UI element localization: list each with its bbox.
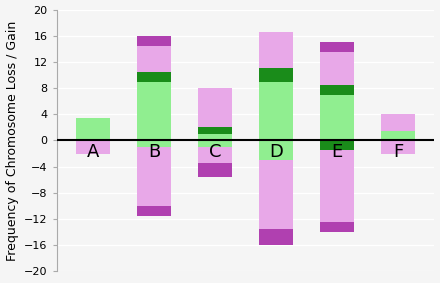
Bar [259,140,293,160]
Bar [77,140,110,154]
Bar [198,147,232,163]
Text: E: E [331,143,343,161]
Bar [320,150,354,222]
Bar [320,140,354,150]
Text: C: C [209,143,221,161]
Bar [259,68,293,82]
Bar [137,46,171,72]
Bar [320,42,354,52]
Bar [137,82,171,140]
Bar [320,52,354,85]
Bar [137,36,171,46]
Text: B: B [148,143,160,161]
Bar [137,140,171,147]
Bar [381,131,414,140]
Bar [320,222,354,232]
Bar [198,127,232,134]
Text: A: A [87,143,99,161]
Bar [259,229,293,245]
Bar [198,140,232,147]
Bar [381,114,414,131]
Bar [259,33,293,68]
Bar [77,117,110,140]
Bar [259,82,293,140]
Bar [198,163,232,177]
Bar [198,134,232,140]
Bar [137,147,171,206]
Bar [259,160,293,229]
Bar [320,95,354,140]
Bar [137,72,171,82]
Bar [198,88,232,127]
Bar [137,206,171,216]
Bar [381,140,414,154]
Y-axis label: Frequency of Chromosome Loss / Gain: Frequency of Chromosome Loss / Gain [6,20,18,261]
Text: D: D [269,143,283,161]
Text: F: F [393,143,403,161]
Bar [320,85,354,95]
